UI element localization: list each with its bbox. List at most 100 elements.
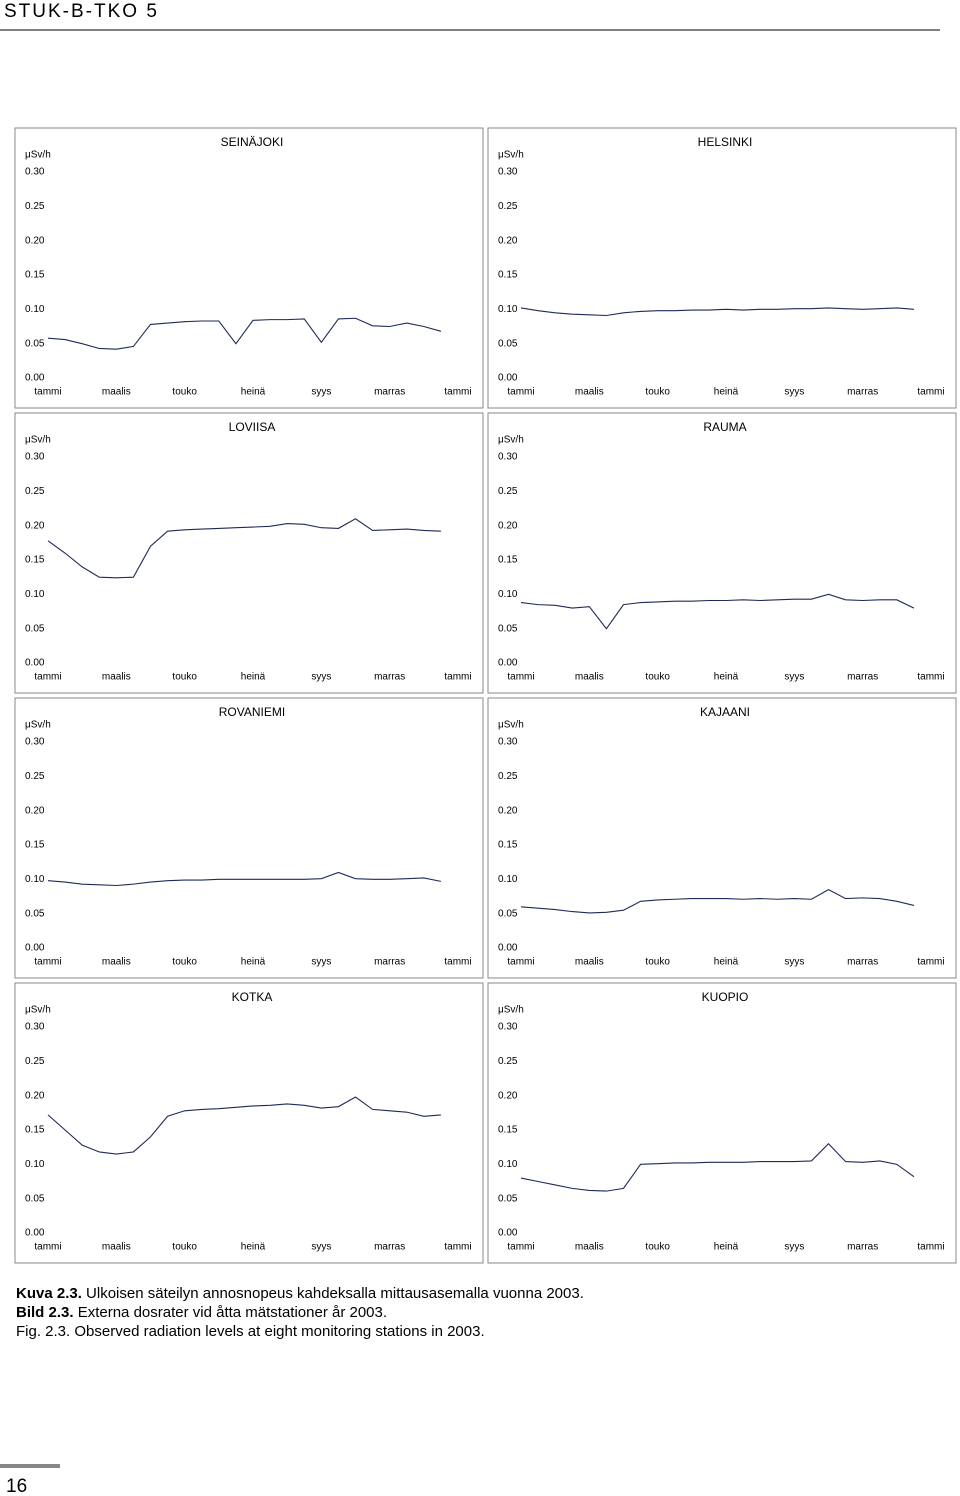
y-tick-label: 0.10 [25,1159,45,1170]
x-tick-label: tammi [917,1242,944,1253]
x-tick-label: tammi [34,672,61,683]
x-tick-label: marras [374,387,405,398]
x-tick-label: maalis [102,672,131,683]
caption-text: Observed radiation levels at eight monit… [74,1323,484,1340]
x-tick-label: heinä [241,672,266,683]
y-tick-label: 0.05 [25,1193,45,1204]
x-tick-label: touko [645,957,670,968]
y-tick-label: 0.20 [498,805,518,816]
x-tick-label: syys [311,672,331,683]
panel-frame [487,412,957,694]
y-axis-label: μSv/h [498,150,524,161]
x-tick-label: touko [172,957,197,968]
data-line [520,889,915,914]
x-tick-label: heinä [241,1242,266,1253]
x-tick-label: touko [172,1242,197,1253]
y-tick-label: 0.05 [498,338,518,349]
x-tick-label: maalis [102,387,131,398]
chart-title: LOVIISA [229,420,276,434]
x-tick-label: touko [645,672,670,683]
y-tick-label: 0.00 [498,943,518,954]
chart-title: HELSINKI [698,135,753,149]
caption-text: Ulkoisen säteilyn annosnopeus kahdeksall… [86,1285,584,1302]
panel-frame [487,982,957,1264]
y-tick-label: 0.10 [25,304,45,315]
x-tick-label: maalis [575,672,604,683]
y-tick-label: 0.25 [498,1056,518,1067]
x-tick-label: syys [784,1242,804,1253]
x-tick-label: tammi [507,387,534,398]
x-tick-label: marras [374,957,405,968]
y-tick-label: 0.20 [498,1090,518,1101]
y-tick-label: 0.10 [498,589,518,600]
y-tick-label: 0.05 [498,623,518,634]
x-tick-label: tammi [34,957,61,968]
caption-label: Bild 2.3. [16,1304,74,1321]
x-tick-label: tammi [444,672,471,683]
y-axis-label: μSv/h [498,435,524,446]
panel-frame [14,127,484,409]
y-tick-label: 0.25 [25,486,45,497]
x-tick-label: tammi [917,672,944,683]
chart-title: KOTKA [232,990,273,1004]
x-tick-label: syys [784,957,804,968]
y-axis-label: μSv/h [498,720,524,731]
caption-line: Bild 2.3. Externa dosrater vid åtta mäts… [16,1304,387,1321]
caption-label: Kuva 2.3. [16,1285,82,1302]
y-tick-label: 0.15 [498,555,518,566]
data-line [520,593,915,630]
y-tick-label: 0.05 [25,908,45,919]
y-tick-label: 0.15 [25,555,45,566]
y-tick-label: 0.00 [25,943,45,954]
y-tick-label: 0.20 [25,520,45,531]
caption-label: Fig. 2.3. [16,1323,70,1340]
x-tick-label: maalis [575,957,604,968]
y-tick-label: 0.15 [25,270,45,281]
page-number: 16 [6,1476,27,1496]
y-tick-label: 0.00 [498,1228,518,1239]
y-tick-label: 0.00 [25,373,45,384]
footer-bar [0,1464,60,1468]
y-tick-label: 0.20 [25,1090,45,1101]
x-tick-label: heinä [714,957,739,968]
y-tick-label: 0.30 [498,1022,518,1033]
x-tick-label: syys [311,387,331,398]
caption-text: Externa dosrater vid åtta mätstationer å… [78,1304,387,1321]
panel-frame [487,697,957,979]
x-tick-label: marras [847,672,878,683]
y-tick-label: 0.15 [498,840,518,851]
panel-frame [14,697,484,979]
y-tick-label: 0.30 [25,1022,45,1033]
x-tick-label: heinä [714,1242,739,1253]
y-tick-label: 0.10 [25,874,45,885]
data-line [520,307,914,317]
x-tick-label: marras [374,1242,405,1253]
y-tick-label: 0.20 [25,805,45,816]
x-tick-label: marras [847,1242,878,1253]
chart-title: KAJAANI [700,705,750,719]
y-tick-label: 0.15 [498,270,518,281]
x-tick-label: tammi [34,387,61,398]
x-tick-label: touko [645,1242,670,1253]
y-tick-label: 0.10 [498,1159,518,1170]
panel-frame [487,127,957,409]
y-axis-label: μSv/h [25,1005,51,1016]
x-tick-label: tammi [917,387,944,398]
y-axis-label: μSv/h [25,435,51,446]
x-tick-label: touko [172,672,197,683]
y-tick-label: 0.25 [25,1056,45,1067]
x-tick-label: maalis [102,1242,131,1253]
data-line [47,317,442,350]
y-tick-label: 0.00 [498,658,518,669]
y-axis-label: μSv/h [25,720,51,731]
x-tick-label: touko [172,387,197,398]
y-tick-label: 0.15 [25,1125,45,1136]
y-tick-label: 0.25 [498,486,518,497]
y-tick-label: 0.00 [25,1228,45,1239]
y-tick-label: 0.15 [498,1125,518,1136]
caption-line: Kuva 2.3. Ulkoisen säteilyn annosnopeus … [16,1285,584,1302]
data-line [47,518,441,579]
y-tick-label: 0.15 [25,840,45,851]
x-tick-label: maalis [102,957,131,968]
x-tick-label: tammi [507,957,534,968]
